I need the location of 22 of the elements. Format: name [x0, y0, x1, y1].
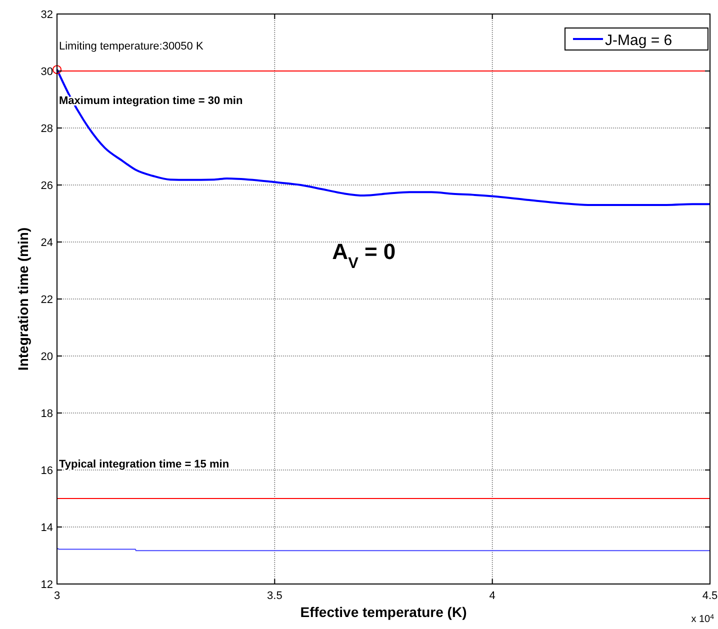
text: x 10$^{4}$: [691, 614, 714, 625]
annotation: A$_{V}$ = 0: [332, 239, 396, 272]
y-tick-label: 22: [40, 294, 53, 306]
y-tick-label: 28: [40, 123, 53, 135]
y-tick-label: 26: [40, 180, 53, 192]
y-tick-label: 18: [40, 408, 53, 420]
x-tick-label: 4: [489, 590, 496, 602]
y-tick-label: 16: [40, 465, 53, 477]
x-tick-label: 3: [54, 590, 60, 602]
y-tick-label: 20: [40, 351, 53, 363]
ref-line-label: Typical integration time = 15 min: [59, 458, 230, 470]
y-tick-label: 30: [40, 66, 53, 78]
y-tick-label: 24: [40, 237, 53, 249]
x-tick-label: 4.5: [702, 590, 718, 602]
y-tick-label: 14: [40, 522, 53, 534]
x-axis-title: Effective temperature (K): [300, 604, 467, 620]
y-tick-label: 32: [40, 9, 53, 21]
legend-label: J-Mag = 6: [605, 32, 672, 49]
annotation: Limiting temperature:30050 K: [59, 40, 204, 53]
x-tick-label: 3.5: [267, 590, 282, 602]
y-axis-title: Integration time (min): [15, 227, 31, 371]
y-tick-label: 12: [40, 579, 53, 591]
